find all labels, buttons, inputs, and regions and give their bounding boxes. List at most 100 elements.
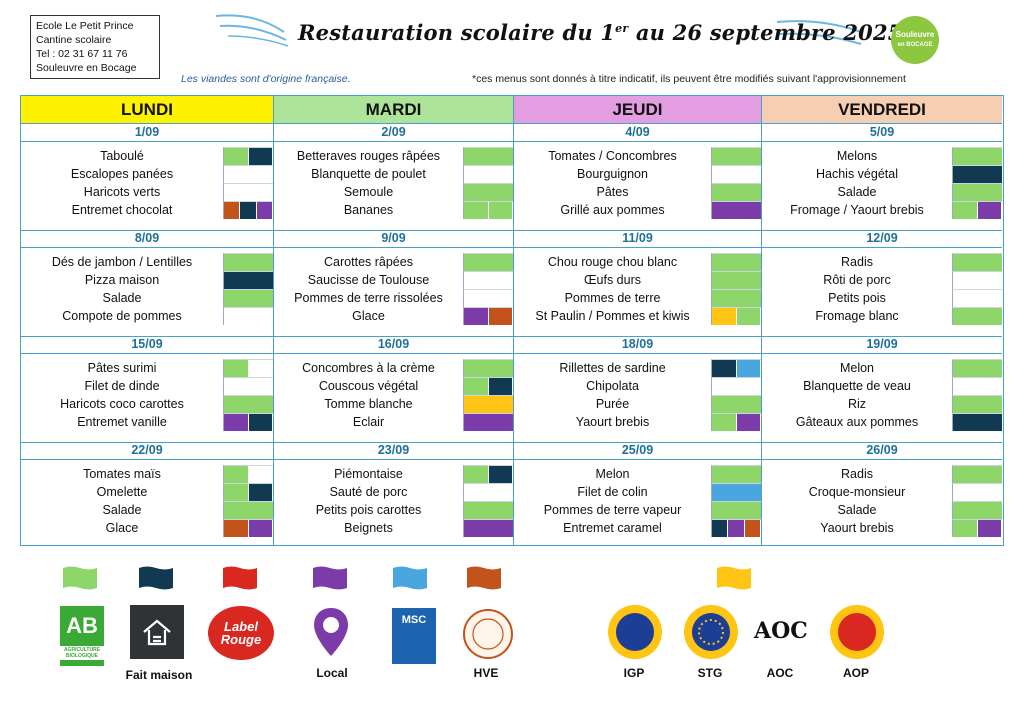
label-tags <box>223 519 273 537</box>
menu-item: Rillettes de sardine <box>514 359 761 377</box>
dish-name: Radis <box>841 255 873 269</box>
tag-bio <box>464 378 489 395</box>
week-block: 8/09 Dés de jambon / Lentilles Pizza maiso… <box>21 230 273 337</box>
dish-name: Pommes de terre vapeur <box>543 503 682 517</box>
label-tags <box>223 147 273 165</box>
label-tags <box>711 289 761 307</box>
label-rouge-logo: Label Rouge <box>208 606 274 660</box>
dish-name: Couscous végétal <box>318 379 419 393</box>
tag-bio <box>464 360 513 377</box>
menu-item: Piémontaise <box>274 465 513 483</box>
menu-item: Salade <box>762 183 1002 201</box>
label-tags <box>463 501 513 519</box>
tag-maison <box>224 272 273 289</box>
label-tags <box>223 271 273 289</box>
dish-name: Yaourt brebis <box>575 415 650 429</box>
tag-blank <box>464 290 513 307</box>
tag-local <box>464 308 489 325</box>
label-tags <box>463 183 513 201</box>
day-column-vendredi: VENDREDI 5/09 Melons Hachis végétal Salade Fr… <box>762 96 1002 545</box>
tag-bio <box>712 466 761 483</box>
tag-blank <box>248 360 273 377</box>
tag-bio <box>464 148 513 165</box>
tag-blank <box>953 378 1002 395</box>
menu-item: Melon <box>762 359 1002 377</box>
tag-bio <box>488 202 513 219</box>
menu-item: Glace <box>21 519 273 537</box>
dish-name: Melon <box>839 361 875 375</box>
menu-item: Purée <box>514 395 761 413</box>
tag-bio <box>953 184 1002 201</box>
label-tags <box>952 377 1002 395</box>
menu-item: Yaourt brebis <box>762 519 1002 537</box>
week-block: 19/09 Melon Blanquette de veau Riz Gâteaux a… <box>762 336 1002 443</box>
tag-bio <box>224 290 273 307</box>
menu-item: Filet de dinde <box>21 377 273 395</box>
menu-item: Omelette <box>21 483 273 501</box>
menu-item: Petits pois <box>762 289 1002 307</box>
label-tags <box>463 165 513 183</box>
week-block: 18/09 Rillettes de sardine Chipolata Purée Y… <box>514 336 761 443</box>
legend-label-hve: HVE <box>473 666 499 680</box>
souleuvre-logo: Souleuvre en BOCAGE <box>891 16 939 64</box>
dish-name: Pâtes surimi <box>87 361 157 375</box>
label-tags <box>223 307 273 325</box>
label-tags <box>463 307 513 325</box>
menu-item: Compote de pommes <box>21 307 273 325</box>
school-service: Cantine scolaire <box>36 34 112 46</box>
menu-item: Filet de colin <box>514 483 761 501</box>
menu-item: Tomates / Concombres <box>514 147 761 165</box>
tag-local <box>977 520 1002 537</box>
menu-item: Gâteaux aux pommes <box>762 413 1002 431</box>
msc-logo: MSC <box>392 608 436 664</box>
label-tags <box>952 395 1002 413</box>
stg-seal-icon <box>682 603 740 666</box>
tag-bio <box>464 202 489 219</box>
dish-name: Hachis végétal <box>816 167 898 181</box>
label-tags <box>463 519 513 537</box>
legend-label-local: Local <box>316 666 348 680</box>
flag-maison-icon <box>139 566 173 590</box>
dish-name: Croque-monsieur <box>808 485 906 499</box>
date-label: 19/09 <box>762 336 1002 354</box>
tag-msc <box>736 360 761 377</box>
label-tags <box>952 483 1002 501</box>
dish-name: Melon <box>595 467 630 481</box>
menu-item: Haricots coco carottes <box>21 395 273 413</box>
dish-name: Salade <box>837 503 877 517</box>
ab-badge-sub: AGRICULTURE BIOLOGIQUE <box>60 646 104 660</box>
label-tags <box>711 483 761 501</box>
dish-name: Glace <box>352 309 385 323</box>
tag-blank <box>248 466 273 483</box>
school-info-box: Ecole Le Petit Prince Cantine scolaire T… <box>30 15 160 79</box>
tag-bio <box>953 520 978 537</box>
label-tags <box>711 395 761 413</box>
menu-item: Pommes de terre <box>514 289 761 307</box>
tag-bio <box>464 254 513 271</box>
label-tags <box>711 501 761 519</box>
dish-name: Filet de dinde <box>84 379 160 393</box>
dish-name: Fromage / Yaourt brebis <box>790 203 924 217</box>
menu-item: Radis <box>762 465 1002 483</box>
label-tags <box>223 483 273 501</box>
dish-name: Petits pois <box>828 291 886 305</box>
menu-item: Semoule <box>274 183 513 201</box>
dish-name: Salade <box>102 503 142 517</box>
label-tags <box>711 519 761 537</box>
tag-local <box>728 520 745 537</box>
week-block: 2/09 Betteraves rouges râpées Blanquette d… <box>274 124 513 231</box>
aoc-text: AOC <box>754 618 808 644</box>
dish-name: Yaourt brebis <box>820 521 894 535</box>
tag-blank <box>464 484 513 501</box>
menu-item: Salade <box>21 501 273 519</box>
dish-name: Concombres à la crème <box>302 361 435 375</box>
tag-bio <box>224 396 273 413</box>
school-town: Souleuvre en Bocage <box>36 62 137 74</box>
week-block: 16/09 Concombres à la crème Couscous végét… <box>274 336 513 443</box>
tag-hve <box>744 520 761 537</box>
label-tags <box>952 183 1002 201</box>
dish-name: Escalopes panées <box>70 167 174 181</box>
label-tags <box>711 183 761 201</box>
hve-logo <box>462 608 514 665</box>
flag-igp-icon <box>717 566 751 590</box>
